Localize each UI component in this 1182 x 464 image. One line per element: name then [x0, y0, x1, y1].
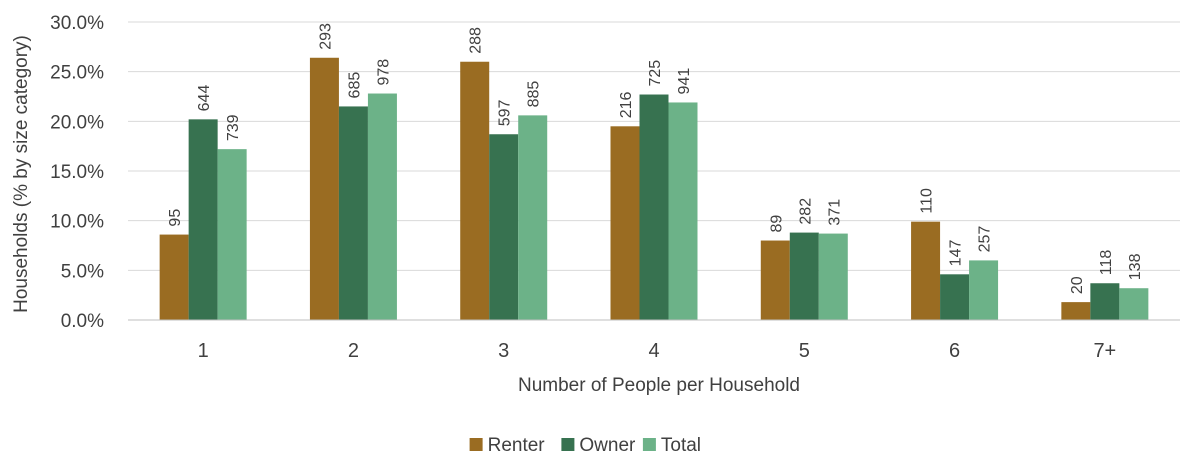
legend-swatch [642, 438, 656, 451]
bar-renter-4 [610, 126, 640, 320]
bar-total-7+ [1119, 288, 1149, 320]
y-tick-label: 10.0% [50, 212, 104, 233]
data-label: 110 [919, 188, 936, 214]
legend-label: Total [661, 435, 701, 456]
x-tick-label: 4 [648, 340, 659, 362]
y-tick-label: 5.0% [61, 261, 104, 282]
bar-renter-2 [309, 57, 339, 320]
y-tick-label: 15.0% [50, 162, 104, 183]
data-label: 288 [468, 27, 485, 54]
bar-total-5 [818, 233, 848, 320]
data-label: 644 [196, 85, 213, 112]
bars [159, 57, 1149, 321]
legend: Renter Owner Total [469, 435, 701, 456]
data-label: 118 [1098, 250, 1115, 276]
bar-renter-3 [460, 61, 490, 320]
data-label: 371 [826, 199, 843, 226]
data-label: 739 [225, 114, 242, 141]
legend-item-renter: Renter [469, 435, 546, 456]
bar-total-6 [969, 260, 999, 320]
bar-renter-7+ [1061, 302, 1091, 320]
bar-total-3 [518, 115, 548, 320]
data-label: 147 [948, 240, 965, 267]
data-label: 685 [346, 72, 363, 99]
legend-swatch [469, 438, 483, 451]
legend-swatch [561, 438, 575, 451]
bar-owner-5 [789, 232, 819, 320]
y-axis-title: Households (% by size category) [11, 35, 32, 313]
data-label: 257 [977, 226, 994, 253]
x-tick-label: 2 [348, 340, 359, 362]
bar-owner-3 [489, 134, 519, 320]
bar-owner-7+ [1090, 283, 1120, 320]
y-tick-label: 20.0% [50, 112, 104, 133]
data-labels: 95 644 739 293 685 978 288 597 885 216 725 941 89 282… [167, 23, 1144, 294]
x-axis: 1 2 3 4 5 6 7+ [128, 319, 1180, 362]
data-label: 282 [797, 198, 814, 225]
y-axis: 0.0% 5.0% 10.0% 15.0% 20.0% 25.0% 30.0% [50, 13, 104, 332]
x-axis-title: Number of People per Household [518, 375, 800, 396]
y-tick-label: 30.0% [50, 13, 104, 34]
bar-renter-1 [159, 234, 189, 320]
bar-renter-5 [760, 240, 790, 320]
bar-owner-1 [188, 119, 218, 320]
y-tick-label: 0.0% [61, 311, 104, 332]
bar-owner-6 [940, 274, 970, 320]
legend-label: Owner [579, 435, 636, 456]
data-label: 725 [647, 60, 664, 87]
bar-total-2 [367, 93, 397, 321]
data-label: 95 [167, 209, 184, 227]
data-label: 293 [317, 23, 334, 50]
data-label: 885 [526, 81, 543, 108]
data-label: 597 [497, 99, 514, 126]
data-label: 20 [1069, 276, 1086, 294]
bar-total-1 [217, 149, 247, 320]
bar-owner-4 [639, 94, 669, 320]
data-label: 89 [768, 215, 785, 233]
x-tick-label: 5 [799, 340, 810, 362]
bar-total-4 [668, 102, 698, 321]
x-tick-label: 3 [498, 340, 509, 362]
x-tick-label: 6 [949, 340, 960, 362]
legend-label: Renter [488, 435, 546, 456]
y-tick-label: 25.0% [50, 63, 104, 84]
data-label: 978 [375, 59, 392, 86]
x-tick-label: 7+ [1093, 340, 1116, 362]
data-label: 941 [676, 68, 693, 95]
legend-item-total: Total [642, 435, 701, 456]
bar-owner-2 [338, 106, 368, 320]
legend-item-owner: Owner [561, 435, 636, 456]
data-label: 138 [1127, 253, 1144, 280]
bar-renter-6 [911, 221, 941, 320]
x-tick-label: 1 [198, 340, 209, 362]
data-label: 216 [618, 92, 635, 119]
